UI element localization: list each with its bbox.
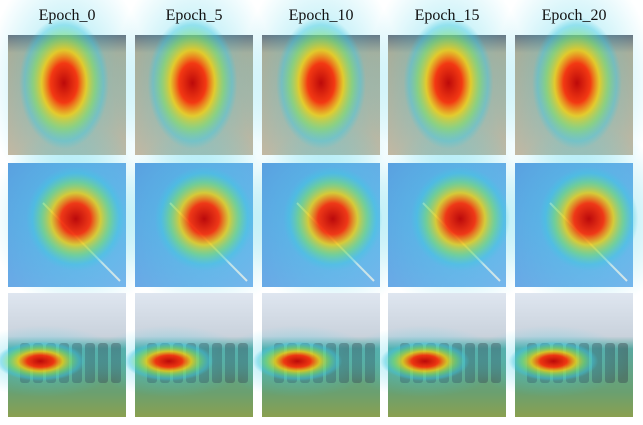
heatmap [403,17,494,149]
column-label: Epoch_10 [289,7,354,24]
heatmap [283,166,383,271]
heatmap [539,166,639,271]
heatmap [124,341,214,382]
heatmap [0,341,86,382]
heatmap [26,166,126,271]
heatmap [508,341,599,382]
heatmap [252,341,343,382]
column-label: Epoch_5 [166,7,223,24]
heatmap [19,17,109,149]
heatmap [532,17,622,149]
column-label: Epoch_15 [415,7,480,24]
heatmap [276,17,366,149]
heatmap [410,166,510,271]
heatmap [147,17,238,149]
column-label: Epoch_0 [39,7,96,24]
heatmap [380,341,470,382]
heatmap [154,166,254,271]
column-label: Epoch_20 [542,7,607,24]
